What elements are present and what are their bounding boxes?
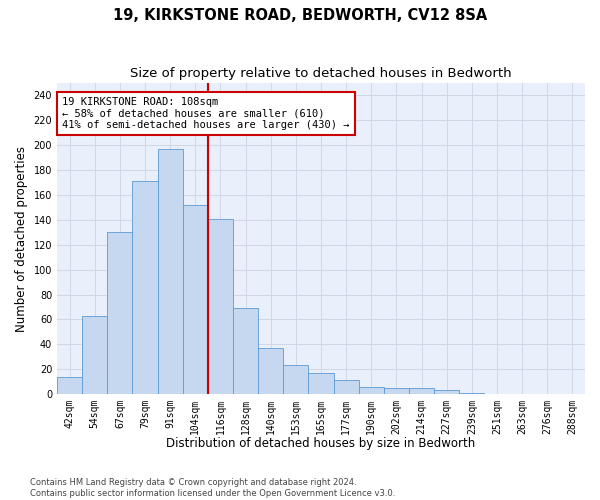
Bar [158, 149, 183, 394]
Text: Contains HM Land Registry data © Crown copyright and database right 2024.
Contai: Contains HM Land Registry data © Crown c… [30, 478, 395, 498]
Bar [459, 393, 484, 394]
Bar [133, 182, 158, 394]
Bar [208, 218, 233, 394]
Bar [283, 366, 308, 394]
Y-axis label: Number of detached properties: Number of detached properties [15, 146, 28, 332]
Title: Size of property relative to detached houses in Bedworth: Size of property relative to detached ho… [130, 68, 512, 80]
Bar [107, 232, 133, 394]
Text: 19, KIRKSTONE ROAD, BEDWORTH, CV12 8SA: 19, KIRKSTONE ROAD, BEDWORTH, CV12 8SA [113, 8, 487, 22]
Bar [233, 308, 258, 394]
Bar [359, 386, 384, 394]
Bar [384, 388, 409, 394]
Bar [334, 380, 359, 394]
Bar [434, 390, 459, 394]
Bar [258, 348, 283, 394]
Bar [409, 388, 434, 394]
Bar [308, 373, 334, 394]
X-axis label: Distribution of detached houses by size in Bedworth: Distribution of detached houses by size … [166, 437, 476, 450]
Bar [57, 376, 82, 394]
Text: 19 KIRKSTONE ROAD: 108sqm
← 58% of detached houses are smaller (610)
41% of semi: 19 KIRKSTONE ROAD: 108sqm ← 58% of detac… [62, 97, 350, 130]
Bar [183, 205, 208, 394]
Bar [82, 316, 107, 394]
